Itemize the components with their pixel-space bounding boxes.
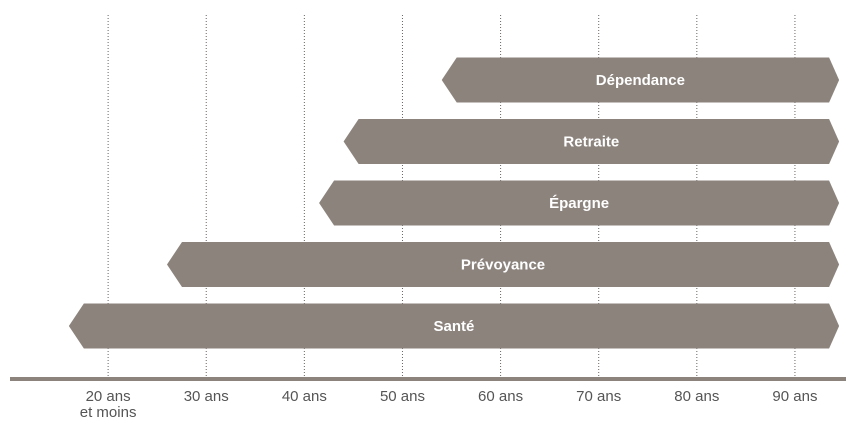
bar-label: Santé (434, 318, 475, 335)
x-tick-label: 70 ans (576, 388, 622, 405)
x-tick-label: 90 ans (772, 388, 818, 405)
range-bar (441, 57, 840, 103)
x-tick-label: 30 ans (183, 388, 229, 405)
bar-label: Retraite (563, 133, 619, 150)
range-bar (319, 180, 840, 226)
bar-label: Dépendance (596, 72, 685, 89)
x-tick-label: 40 ans (281, 388, 327, 405)
x-tick-label: 80 ans (674, 388, 720, 405)
range-bar (166, 242, 840, 287)
bar-label: Prévoyance (461, 256, 545, 273)
range-bar (343, 119, 840, 164)
x-tick-label: 60 ans (478, 388, 524, 405)
x-tick-label: 20 ans et moins (79, 388, 137, 421)
range-bar (68, 303, 840, 349)
bar-label: Épargne (549, 195, 609, 212)
x-tick-label: 50 ans (379, 388, 425, 405)
